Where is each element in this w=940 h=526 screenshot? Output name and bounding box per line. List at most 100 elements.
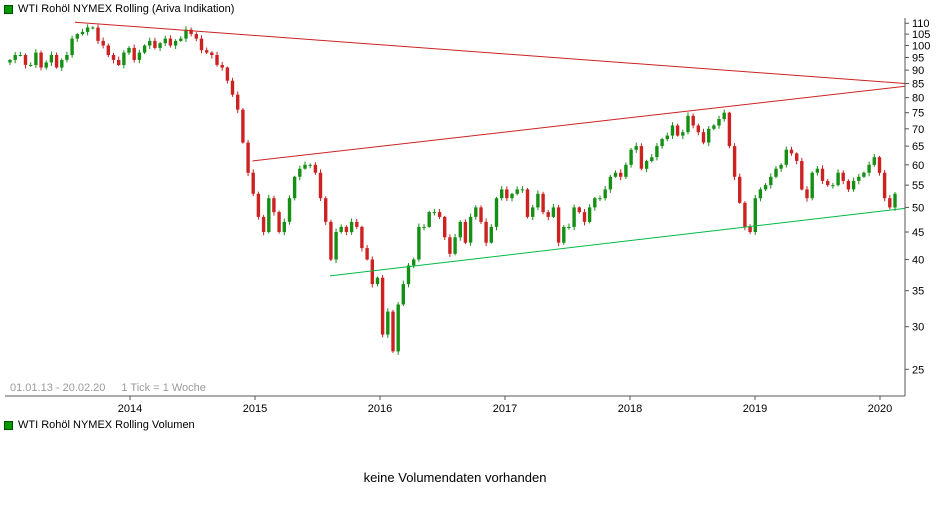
y-tick-label: 30 [912,322,924,334]
candle-body [531,207,535,217]
candle-body [675,125,680,136]
x-tick-label: 2019 [743,403,767,415]
candle-body [650,157,654,161]
candle-body [261,216,266,232]
candle-body [173,40,178,46]
price-panel-header: WTI Rohöl NYMEX Rolling (Ariva Indikatio… [4,3,234,15]
candle-body [525,189,530,217]
candle-body [562,226,566,243]
volume-panel: keine Volumendaten vorhanden [0,432,910,522]
candle-body [468,216,473,243]
y-tick-label: 85 [912,78,924,90]
candle-body [500,189,504,199]
series-icon [4,4,13,14]
candle-body [292,176,297,199]
candle-body [272,198,276,213]
candle-body [831,185,835,187]
candle-body [598,198,602,200]
candle-body [784,149,788,165]
candle-body [691,115,695,126]
y-tick-label: 105 [912,29,930,41]
candle-body [401,284,405,305]
x-tick-label: 2015 [243,403,267,415]
candle-body [624,164,628,177]
candle-body [96,27,100,41]
candle-body [386,311,390,335]
y-tick-label: 100 [912,41,930,53]
candle-body [582,212,587,222]
candle-body [556,207,561,243]
candle-body [769,176,773,186]
candle-body [722,112,726,119]
candle-body [872,157,876,165]
candle-body [194,34,198,39]
y-tick-label: 40 [912,255,924,267]
candle-body [122,52,126,65]
candle-body [427,212,431,227]
candle-body [355,221,359,227]
candle-body [727,112,732,147]
candle-body [655,146,659,158]
candle-body [743,202,747,227]
candle-body [422,226,426,228]
candle-body [877,157,882,173]
candle-body [267,198,271,232]
candle-body [18,55,23,56]
candle-body [810,172,814,199]
volume-panel-title: WTI Rohöl NYMEX Rolling Volumen [18,419,195,431]
candle-body [380,277,385,335]
candle-body [448,237,452,254]
candle-body [660,139,664,147]
y-tick-label: 70 [912,124,924,136]
candle-body [634,146,638,150]
candle-body [432,212,437,214]
candle-body [862,172,866,177]
candle-body [551,207,556,217]
candle-body [199,38,204,51]
descending-trendline [74,21,906,84]
candle-body [644,161,649,169]
candle-body [313,164,318,173]
candle-body [536,193,540,208]
candle-body [846,180,851,190]
candle-body [795,153,799,161]
candle-body [75,34,79,39]
candle-body [629,149,633,165]
candle-body [826,180,830,186]
candle-body [763,185,768,190]
candle-body [789,149,794,154]
candle-body [406,265,411,285]
x-tick-label: 2018 [618,403,642,415]
candle-body [39,52,43,68]
y-tick-label: 55 [912,180,924,192]
x-tick-label: 2016 [368,403,392,415]
candle-body [732,146,737,177]
candle-body [303,164,307,169]
candle-body [8,60,12,63]
volume-message: keine Volumendaten vorhanden [363,470,547,485]
y-tick-label: 25 [912,364,924,376]
candle-body [80,31,85,35]
candle-body [29,65,33,66]
candle-body [148,40,152,46]
candle-body [329,221,333,260]
y-tick-label: 50 [912,202,924,214]
candle-body [324,198,328,222]
candle-body [779,164,783,169]
ascending-trendline-green [329,207,906,277]
candle-body [820,168,825,181]
candle-body [70,38,74,55]
candle-body [334,232,338,260]
candle-body [287,198,292,222]
candle-body [841,172,845,181]
candle-body [412,259,416,266]
candle-body [520,189,525,191]
candle-body [179,38,183,41]
candle-body [236,94,240,110]
candle-body [882,172,887,199]
x-tick-label: 2017 [493,403,517,415]
candle-body [587,207,592,222]
candle-body [256,193,261,217]
candle-body [800,161,804,190]
